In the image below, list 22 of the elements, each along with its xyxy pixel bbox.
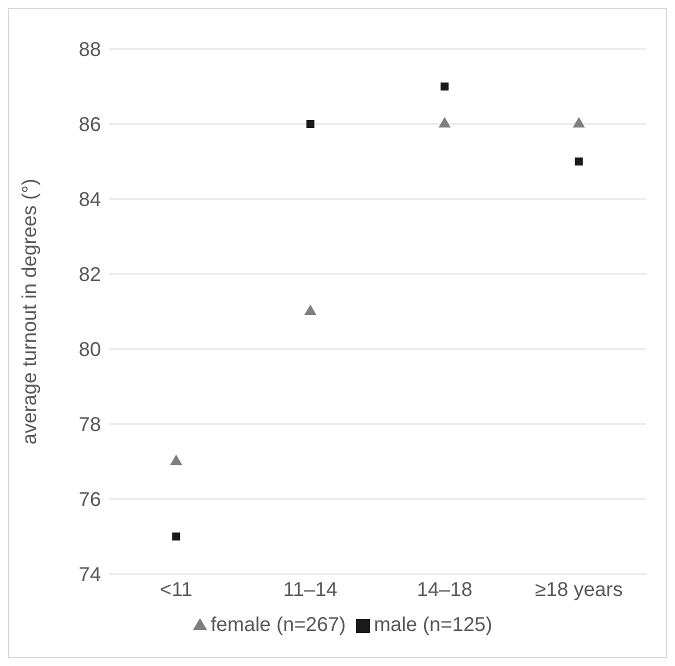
y-tick-label: 84: [78, 189, 101, 212]
point: [574, 158, 583, 166]
point: [170, 454, 182, 466]
point: [572, 116, 585, 128]
y-tick-label: 80: [78, 339, 101, 362]
legend-label: male (n=125): [374, 614, 492, 636]
x-tick-label: 11–14: [283, 579, 338, 602]
x-tick-label: 14–18: [416, 579, 472, 602]
x-tick-label: ≥18 years: [535, 579, 623, 602]
y-tick-label: 86: [78, 114, 101, 136]
point: [438, 116, 451, 128]
y-tick-label: 82: [78, 264, 101, 286]
y-tick-label: 74: [78, 564, 101, 586]
x-tick-label: <11: [160, 579, 192, 602]
y-axis-title: average turnout in degrees (°): [19, 178, 42, 444]
point: [440, 82, 449, 90]
y-tick-label: 78: [78, 414, 101, 436]
y-tick-label: 76: [78, 489, 101, 512]
point: [304, 304, 316, 316]
y-tick-label: 88: [78, 39, 101, 62]
legend-label: female (n=267): [210, 614, 346, 636]
point: [306, 120, 314, 128]
